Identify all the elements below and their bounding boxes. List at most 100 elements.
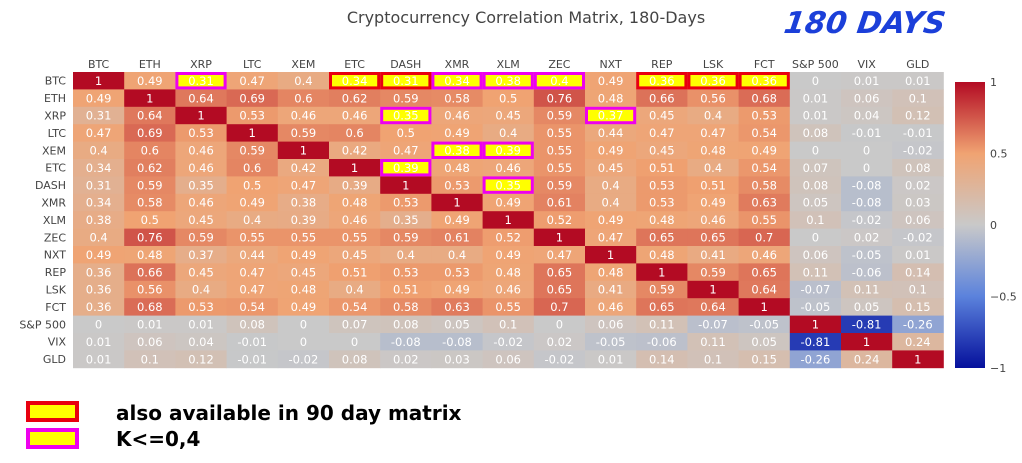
cell-label: 0.46	[700, 213, 726, 227]
heatmap-cell	[73, 72, 125, 90]
highlight-k-le-04	[482, 176, 534, 194]
cell-label: 0.59	[291, 126, 317, 140]
cell-label: 0.45	[291, 265, 317, 279]
cell-label: 0.38	[291, 196, 317, 210]
heatmap-cell	[124, 315, 176, 334]
cell-label: 0.04	[854, 109, 880, 123]
cell-label: 0.55	[547, 144, 573, 158]
cell-label: 0.48	[598, 91, 624, 105]
x-tick-ltc: LTC	[243, 58, 262, 71]
cell-label: 0.49	[444, 126, 470, 140]
cell-label: 0.48	[649, 213, 675, 227]
heatmap-cell	[738, 246, 791, 264]
cell-label: 0.76	[547, 91, 573, 105]
heatmap-cell	[226, 263, 279, 282]
cell-label: 0.4	[499, 126, 517, 140]
heatmap-cell	[789, 176, 842, 195]
heatmap-cell	[73, 89, 125, 108]
heatmap-cell	[124, 176, 176, 195]
heatmap-cell	[841, 124, 893, 142]
heatmap-cell	[789, 211, 842, 229]
cell-label: 1	[146, 91, 153, 105]
cell-label: 0.31	[86, 178, 112, 192]
cell-label: -0.02	[545, 352, 575, 366]
cell-label: 0.46	[342, 213, 368, 227]
heatmap-cell	[380, 176, 432, 195]
heatmap-cell	[73, 263, 125, 282]
heatmap-cell	[482, 159, 535, 177]
cell-label: -0.01	[852, 126, 882, 140]
heatmap-cell	[175, 106, 227, 125]
heatmap-cell	[789, 72, 842, 90]
cell-label: 0.08	[342, 352, 368, 366]
cell-label: 0.46	[291, 109, 317, 123]
cell-label: 0.06	[803, 248, 829, 262]
cell-label: 0.35	[393, 109, 419, 123]
cell-label: 0.49	[291, 248, 317, 262]
cell-label: 0.53	[751, 109, 777, 123]
heatmap-cell	[124, 124, 176, 142]
heatmap-cell	[533, 280, 586, 299]
cell-label: 0.56	[137, 283, 163, 297]
heatmap-cell	[73, 159, 125, 177]
cell-label: 0.11	[700, 335, 726, 349]
y-tick-xmr: XMR	[41, 197, 66, 210]
heatmap-cell	[636, 89, 688, 108]
cell-label: 0.4	[243, 213, 261, 227]
cell-label: 1	[505, 213, 512, 227]
heatmap-cell	[226, 298, 279, 316]
colorbar-tick: 1	[990, 76, 997, 89]
cell-label: 1	[300, 144, 307, 158]
heatmap-cell	[585, 89, 637, 108]
cell-label: 0.1	[909, 283, 927, 297]
cell-label: 0.6	[243, 161, 261, 175]
heatmap-cell	[277, 176, 330, 195]
heatmap-cell	[380, 124, 432, 142]
cell-label: 0.53	[393, 196, 419, 210]
y-tick-etc: ETC	[45, 162, 66, 175]
cell-label: 0.34	[444, 74, 470, 88]
heatmap-cell	[124, 141, 176, 160]
heatmap-cell	[431, 263, 483, 282]
cell-label: 0	[556, 318, 563, 332]
heatmap-cell	[482, 228, 535, 247]
heatmap-cell	[175, 124, 227, 142]
heatmap-cell	[789, 298, 842, 316]
cell-label: 0.59	[547, 178, 573, 192]
heatmap-cell	[585, 211, 637, 229]
heatmap-cell	[892, 228, 944, 247]
heatmap-cell	[533, 298, 586, 316]
heatmap-cell	[73, 106, 125, 125]
cell-label: 0.48	[495, 265, 521, 279]
heatmap-cell	[482, 315, 535, 334]
heatmap-cell	[738, 89, 791, 108]
heatmap-cell	[533, 193, 586, 212]
heatmap-cell	[124, 350, 176, 369]
cell-label: 0.59	[188, 231, 214, 245]
cell-label: 0.48	[444, 161, 470, 175]
heatmap-cell	[636, 159, 688, 177]
cell-label: 0.46	[751, 248, 777, 262]
cell-label: -0.05	[801, 300, 831, 314]
cell-label: 0.01	[854, 74, 880, 88]
y-tick-btc: BTC	[45, 75, 67, 88]
heatmap-cell	[124, 298, 176, 316]
cell-label: 1	[607, 248, 614, 262]
cell-label: 0.1	[141, 352, 159, 366]
cell-label: 0.4	[89, 144, 107, 158]
heatmap-cell	[841, 315, 893, 334]
cell-label: 0.39	[495, 144, 521, 158]
cell-label: 0.48	[598, 265, 624, 279]
cell-label: 0.58	[751, 178, 777, 192]
heatmap-cell	[175, 176, 227, 195]
highlight-k-le-04	[585, 106, 637, 125]
cell-label: 0.52	[547, 213, 573, 227]
cell-label: -0.02	[903, 231, 933, 245]
cell-label: 0.54	[751, 161, 777, 175]
heatmap-cell	[226, 280, 279, 299]
heatmap-cell	[380, 350, 432, 369]
y-tick-zec: ZEC	[44, 231, 66, 244]
cell-label: 1	[402, 178, 409, 192]
highlight-k-le-04	[482, 72, 534, 90]
heatmap-cell	[226, 211, 279, 229]
